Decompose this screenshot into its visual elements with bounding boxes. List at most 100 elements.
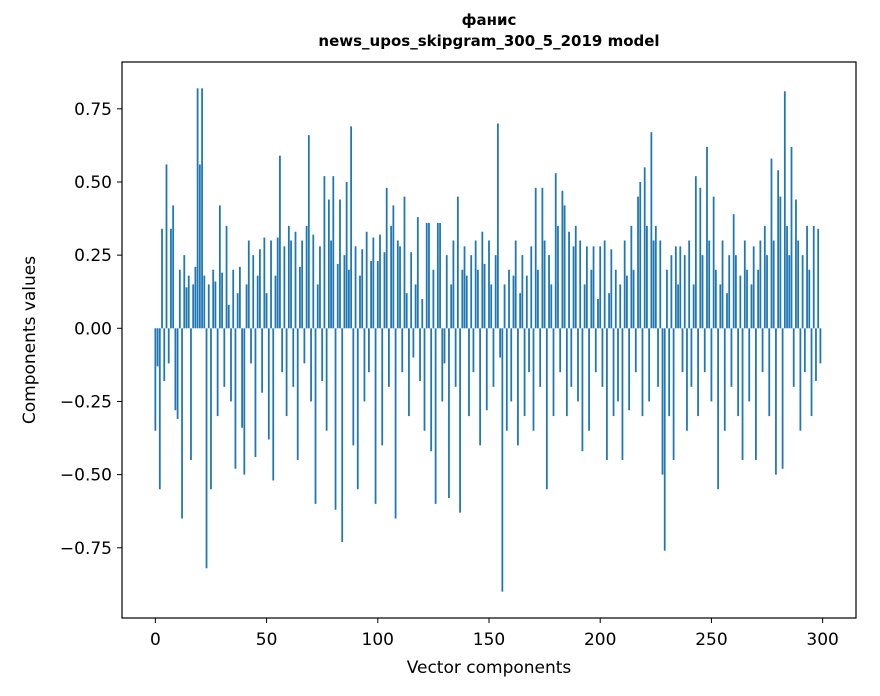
bar (285, 328, 288, 417)
bar (172, 205, 175, 329)
bar (521, 255, 524, 329)
bar (236, 293, 239, 329)
bar (368, 328, 370, 373)
bar (726, 293, 728, 329)
bar (817, 228, 820, 329)
bar (670, 255, 673, 329)
bar (786, 225, 788, 329)
bar (614, 269, 617, 329)
bar (706, 146, 708, 329)
bar (525, 275, 528, 329)
bar (661, 328, 664, 475)
bar (777, 170, 780, 329)
bar (176, 328, 179, 420)
bar (654, 225, 657, 329)
bar (730, 328, 733, 387)
x-tick-label: 300 (806, 630, 838, 650)
bar (243, 328, 246, 475)
x-tick-label: 250 (695, 630, 727, 650)
bar (610, 249, 613, 329)
bar (570, 328, 573, 387)
bar (492, 328, 495, 387)
bar (339, 199, 341, 329)
bar (735, 255, 737, 329)
x-tick-label: 50 (256, 630, 278, 650)
bar (619, 284, 622, 329)
bar (552, 328, 555, 417)
bar (757, 269, 760, 329)
bar (779, 196, 782, 329)
bar (432, 269, 435, 329)
bar (559, 328, 562, 373)
y-tick-label: 0.25 (74, 246, 112, 266)
bar (634, 328, 637, 373)
bar (657, 328, 659, 387)
bar (450, 284, 453, 329)
bar (579, 240, 582, 329)
bar (361, 249, 364, 329)
bar (788, 255, 791, 329)
bar (503, 284, 506, 329)
bar (746, 269, 748, 329)
bar (347, 269, 350, 329)
bar (728, 255, 731, 329)
bar (697, 328, 699, 417)
bar (210, 328, 212, 490)
bar (534, 187, 537, 329)
x-tick-label: 0 (150, 630, 161, 650)
bar (781, 328, 784, 469)
bar (383, 252, 386, 329)
bar (261, 328, 264, 393)
bar (185, 287, 188, 329)
bar (592, 246, 595, 329)
bar (537, 269, 539, 329)
bar (274, 275, 277, 329)
bar (690, 328, 693, 387)
bar (408, 328, 410, 417)
bar (485, 328, 488, 411)
bar (694, 176, 697, 329)
bar (452, 240, 455, 329)
bar (223, 328, 226, 387)
bar (205, 328, 208, 569)
bar (310, 328, 312, 402)
bar (748, 328, 751, 402)
bar (247, 240, 250, 329)
bar (156, 328, 159, 367)
bar (190, 328, 192, 460)
bar (352, 328, 355, 446)
bar (659, 240, 662, 329)
bar (356, 328, 359, 490)
bar (241, 328, 243, 428)
bar (750, 284, 753, 329)
bar (494, 255, 497, 329)
bar (463, 246, 466, 329)
bar (517, 328, 519, 446)
bar (812, 225, 815, 329)
bar (590, 269, 593, 329)
bar (350, 126, 352, 329)
bar (472, 328, 475, 373)
bar (819, 328, 822, 364)
bar (381, 328, 384, 446)
bar (810, 328, 813, 417)
bar (603, 240, 606, 329)
bar (394, 328, 397, 519)
bar (287, 225, 290, 329)
bar (519, 293, 522, 329)
bar (232, 269, 235, 329)
bar (301, 240, 304, 329)
bar (259, 249, 261, 329)
bar (639, 181, 642, 329)
bar (323, 176, 326, 329)
bar (626, 275, 628, 329)
bar (545, 328, 548, 490)
bar (721, 240, 724, 329)
bar (632, 269, 635, 329)
bar (795, 199, 797, 329)
bar (174, 328, 177, 411)
bar (181, 328, 183, 519)
bar (332, 176, 335, 329)
bar (401, 328, 404, 373)
